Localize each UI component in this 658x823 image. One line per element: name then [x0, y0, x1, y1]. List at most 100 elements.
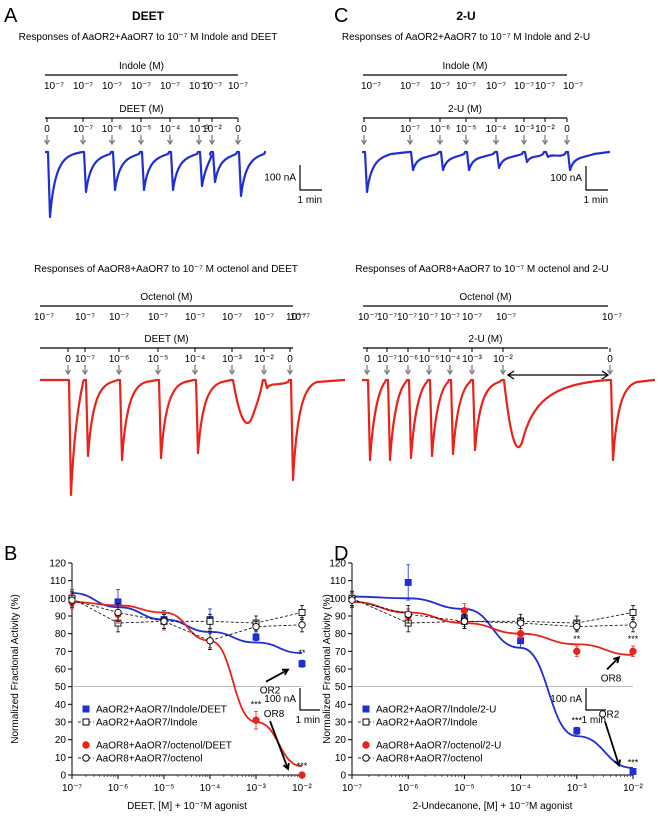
panel-letter-d: D: [334, 543, 348, 565]
bar1-conc-label: 10⁻⁷: [486, 81, 506, 92]
x-tick-label: 10⁻⁶: [108, 783, 129, 794]
y-tick-label: 70: [55, 647, 67, 658]
data-point-circle: [573, 622, 581, 631]
down-arrow-icon: [191, 365, 199, 376]
down-arrow-icon: [563, 135, 571, 146]
bar1-label-A-bottom: Octenol (M): [140, 292, 192, 303]
legend-label: AaOR2+AaOR7/Indole: [96, 718, 198, 729]
legend-circle-icon: [82, 754, 90, 762]
current-trace-C-bottom: [362, 378, 656, 462]
trace-title-C-bottom: Responses of AaOR8+AaOR7 to 10⁻⁷ M octen…: [355, 264, 608, 275]
data-point-circle: [68, 596, 76, 604]
y-tick-label: 120: [329, 559, 346, 570]
down-arrow-icon: [43, 135, 51, 146]
y-tick-label: 120: [49, 559, 66, 570]
bar1-conc-label: 10⁻⁷: [397, 312, 417, 323]
y-tick-label: 30: [55, 718, 67, 729]
down-arrow-icon: [499, 365, 507, 376]
scale-current-label: 100 nA: [264, 694, 296, 705]
data-point-circle: [629, 621, 637, 629]
bar1-label-C-top: Indole (M): [442, 61, 487, 72]
data-point-circle: [460, 617, 469, 625]
bar2-conc-label: 10⁻⁶: [430, 124, 451, 135]
bar1-conc-label: 10⁻⁷: [148, 312, 168, 323]
data-point-circle: [114, 608, 122, 617]
data-point-square: [298, 660, 306, 668]
current-trace-A-bottom: [40, 378, 346, 497]
bar1-conc-label: 10⁻⁷: [400, 81, 420, 92]
data-point-square: [298, 609, 306, 616]
data-point-square: [573, 727, 581, 735]
bar2-conc-label: 0: [287, 354, 293, 365]
curve-label: OR8: [601, 673, 622, 684]
bar2-conc-label: 10⁻⁵: [131, 124, 152, 135]
bar1-conc-label: 10⁻⁷: [514, 81, 534, 92]
data-point-circle: [298, 621, 306, 629]
legend-label: AaOR8+AaOR7/octenol: [96, 754, 202, 765]
bar2-conc-label: 10⁻⁶: [109, 354, 130, 365]
y-tick-label: 70: [335, 647, 347, 658]
y-tick-label: 40: [55, 700, 67, 711]
arrow-icon: [265, 668, 290, 683]
x-tick-label: 10⁻⁷: [62, 783, 82, 794]
down-arrow-icon: [166, 135, 174, 146]
bar2-conc-label: 10⁻³: [514, 124, 534, 135]
down-arrow-icon: [404, 365, 412, 376]
down-arrow-icon: [520, 135, 528, 146]
down-arrow-icon: [154, 365, 162, 376]
legend-square-icon: [362, 705, 370, 713]
down-arrow-icon: [468, 365, 476, 376]
bar2-conc-label: 10⁻³: [222, 354, 242, 365]
significance-marker: **: [573, 634, 581, 644]
bar2-conc-label: 10⁻⁶: [102, 124, 123, 135]
legend-circle-icon: [362, 754, 370, 762]
bar2-conc-label: 10⁻²: [535, 124, 555, 135]
scale-time-label: 1 min: [584, 195, 608, 206]
curve-label: OR2: [599, 709, 620, 720]
bar2-label-C-top: 2-U (M): [448, 104, 482, 115]
scale-bar: [299, 688, 320, 711]
bar1-conc-label: 10⁻⁷: [44, 81, 64, 92]
curve-label: OR8: [264, 709, 285, 720]
x-tick-label: 10⁻²: [292, 783, 312, 794]
panel-heading-deet: DEET: [132, 9, 165, 23]
bar1-conc-label: 10⁻⁷: [361, 81, 381, 92]
bar1-conc-label: 10⁻⁷: [440, 312, 460, 323]
bar1-conc-label: 10⁻⁷: [75, 312, 95, 323]
bar2-conc-label: 0: [65, 354, 71, 365]
bar1-label-C-bottom: Octenol (M): [459, 292, 511, 303]
bar1-conc-label: 10⁻⁷: [563, 81, 583, 92]
data-point-circle: [573, 647, 581, 655]
bar1-conc-label: 10⁻⁷: [377, 312, 397, 323]
bar1-conc-label: 10⁻⁷: [462, 312, 482, 323]
series-line-AaOR2+AaOR7/Indole: [71, 597, 303, 624]
y-tick-label: 60: [55, 665, 67, 676]
legend-label: AaOR2+AaOR7/Indole: [376, 718, 478, 729]
bar1-conc-label: 10⁻⁷: [286, 312, 306, 323]
down-arrow-icon: [446, 365, 454, 376]
down-arrow-icon: [234, 135, 242, 146]
y-tick-label: 100: [329, 594, 346, 605]
bar2-conc-label: 10⁻⁵: [419, 354, 440, 365]
significance-marker: ***: [628, 634, 639, 644]
bar1-conc-label: 10⁻⁷: [228, 81, 248, 92]
x-tick-label: 10⁻³: [567, 783, 587, 794]
bar2-conc-label: 10⁻⁶: [398, 354, 419, 365]
y-tick-label: 0: [60, 771, 66, 782]
x-tick-label: 10⁻²: [623, 783, 643, 794]
y-tick-label: 90: [335, 612, 347, 623]
y-tick-label: 0: [340, 771, 346, 782]
data-point-circle: [252, 716, 260, 724]
x-tick-label: 10⁻³: [246, 783, 266, 794]
y-tick-label: 100: [49, 594, 66, 605]
down-arrow-icon: [79, 135, 87, 146]
bar1-conc-label: 10⁻⁷: [602, 312, 622, 323]
current-trace-C-top: [362, 150, 611, 194]
bar1-label-A-top: Indole (M): [119, 61, 164, 72]
trace-title-A-bottom: Responses of AaOR8+AaOR7 to 10⁻⁷ M octen…: [34, 264, 298, 275]
bar2-conc-label: 10⁻³: [189, 124, 209, 135]
bar1-conc-label: 10⁻⁷: [189, 81, 209, 92]
bar2-conc-label: 10⁻⁴: [185, 354, 206, 365]
legend-square-icon: [82, 718, 90, 726]
